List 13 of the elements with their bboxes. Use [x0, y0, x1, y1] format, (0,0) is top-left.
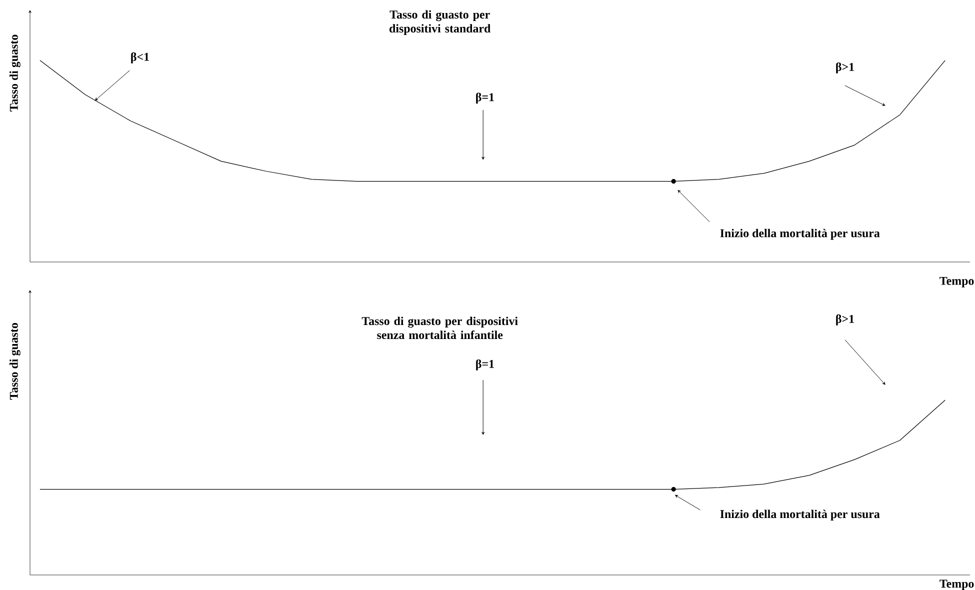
y-axis-title: Tasso di guasto: [9, 34, 20, 112]
annotation: Inizio della mortalità per usura: [720, 228, 880, 240]
annotation: β=1: [476, 92, 494, 104]
annotation: β>1: [836, 62, 854, 74]
text: β>1: [836, 314, 854, 326]
y-axis-title: Tasso di guasto: [9, 323, 20, 400]
x-axis-title: Tempo: [940, 276, 974, 288]
text: β=1: [476, 359, 494, 370]
chart-title: Tasso di guasto per dispositivi standard: [390, 10, 491, 35]
annotation: β<1: [131, 52, 149, 64]
chart-title: Tasso di guasto per dispositivi senza mortalità infantile: [362, 316, 518, 340]
annotation: Inizio della mortalità per usura: [720, 510, 880, 521]
x-axis-title: Tempo: [940, 580, 974, 590]
